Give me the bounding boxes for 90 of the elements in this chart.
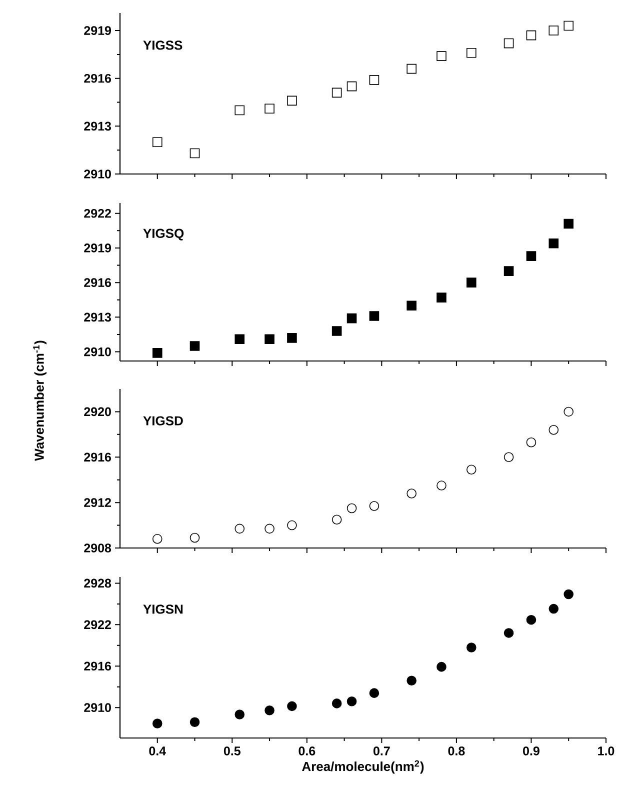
point (436, 662, 446, 672)
y-tick-label: 2922 (84, 620, 111, 630)
point (234, 710, 245, 720)
y-tick-label: 2916 (84, 278, 111, 288)
y-tick-label: 2913 (84, 312, 111, 322)
point (406, 300, 416, 311)
point (466, 278, 476, 288)
point (332, 88, 342, 98)
point (264, 705, 274, 716)
x-tick-label: 0.8 (448, 746, 465, 756)
point (564, 20, 574, 31)
point (152, 534, 162, 544)
x-tick-label: 0.9 (523, 746, 540, 756)
y-tick-label: 2919 (84, 244, 111, 252)
y-tick-label: 2910 (84, 170, 111, 178)
point (346, 696, 357, 706)
y-tick-label: 2912 (84, 498, 111, 507)
x-axis-title: Area/molecule(nm$^{2}$) (302, 760, 424, 774)
x-tick-label: 0.5 (224, 746, 240, 756)
point (436, 51, 446, 61)
point (152, 718, 162, 728)
y-tick-label: 2916 (84, 662, 111, 671)
y-tick-label: 2910 (84, 347, 111, 356)
point (234, 524, 245, 534)
point (406, 488, 416, 498)
point (332, 326, 342, 336)
x-tick-label: 0.6 (298, 746, 316, 756)
point (369, 311, 380, 321)
y-tick-label: 2910 (84, 703, 111, 712)
point (287, 701, 297, 712)
point (526, 614, 536, 625)
point (564, 406, 574, 417)
point (234, 105, 245, 116)
point (466, 48, 476, 58)
y-tick-label: 2928 (84, 578, 112, 588)
point (346, 313, 357, 324)
point (346, 81, 357, 92)
x-tick-label: 0.7 (374, 746, 390, 756)
x-tick-label: 1.0 (598, 746, 614, 756)
text: YIGSQ (143, 228, 184, 240)
point (526, 437, 536, 448)
point (190, 148, 200, 158)
point (152, 137, 162, 148)
text: YIGSN (143, 604, 183, 614)
point (287, 96, 297, 106)
point (152, 348, 162, 358)
point (436, 292, 446, 302)
point (548, 26, 559, 36)
point (548, 604, 559, 614)
y-tick-label: 2913 (84, 122, 111, 131)
point (190, 341, 200, 351)
point (436, 480, 446, 490)
point (287, 520, 297, 530)
point (504, 452, 514, 462)
point (548, 424, 559, 435)
point (406, 64, 416, 74)
point (504, 38, 514, 48)
point (264, 334, 274, 344)
point (287, 333, 297, 343)
point (406, 676, 416, 686)
y-tick-label: 2919 (84, 26, 111, 35)
point (332, 514, 342, 525)
point (190, 532, 200, 543)
y-axis-title: Wavenumber (cm$^{-1}$) (33, 340, 46, 461)
point (504, 628, 514, 638)
point (190, 717, 200, 728)
point (264, 524, 274, 534)
x-tick-label: 0.4 (149, 746, 166, 756)
point (346, 503, 357, 514)
point (526, 30, 536, 40)
y-tick-label: 2922 (84, 208, 111, 218)
point (466, 464, 476, 475)
y-tick-label: 2908 (84, 544, 112, 552)
y-tick-label: 2916 (84, 452, 111, 462)
point (369, 688, 380, 698)
y-tick-label: 2916 (84, 74, 111, 83)
point (526, 251, 536, 261)
point (564, 218, 574, 229)
point (264, 104, 274, 114)
point (369, 501, 380, 511)
y-tick-label: 2920 (84, 407, 111, 416)
point (466, 642, 476, 652)
point (548, 238, 559, 248)
text: YIGSD (143, 416, 183, 426)
point (369, 75, 380, 85)
point (564, 589, 574, 600)
point (504, 266, 514, 276)
point (332, 698, 342, 708)
point (234, 334, 245, 344)
text: YIGSS (143, 40, 182, 50)
